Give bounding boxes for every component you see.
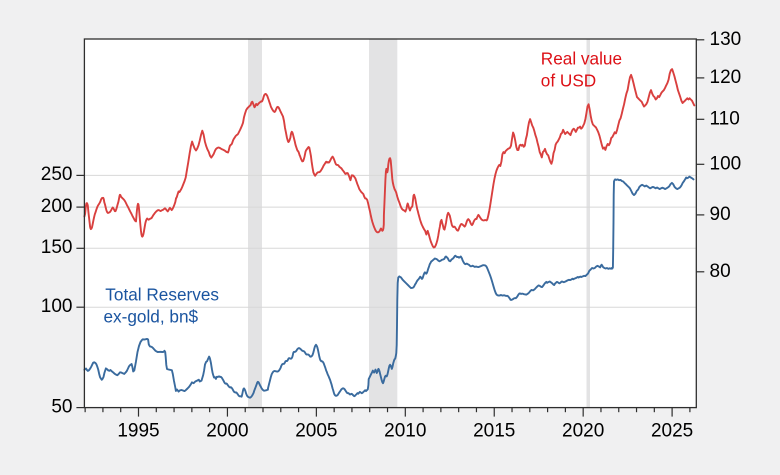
svg-text:80: 80 xyxy=(710,261,731,282)
svg-text:2015: 2015 xyxy=(473,420,515,441)
svg-text:250: 250 xyxy=(41,164,73,185)
svg-text:2005: 2005 xyxy=(295,420,337,441)
svg-text:2010: 2010 xyxy=(384,420,426,441)
svg-text:Real value: Real value xyxy=(541,48,622,68)
svg-text:110: 110 xyxy=(710,108,740,129)
svg-text:150: 150 xyxy=(41,237,73,258)
svg-text:100: 100 xyxy=(710,153,742,174)
svg-text:Total Reserves: Total Reserves xyxy=(105,285,219,305)
svg-text:2020: 2020 xyxy=(562,420,604,441)
svg-text:2000: 2000 xyxy=(206,420,248,441)
svg-text:50: 50 xyxy=(51,396,72,417)
svg-text:200: 200 xyxy=(41,196,73,217)
svg-text:100: 100 xyxy=(41,296,73,317)
svg-text:1995: 1995 xyxy=(117,420,159,441)
svg-text:90: 90 xyxy=(710,204,731,225)
svg-text:ex-gold, bn$: ex-gold, bn$ xyxy=(104,307,199,327)
svg-text:130: 130 xyxy=(710,29,742,50)
svg-text:of USD: of USD xyxy=(541,70,596,90)
svg-text:120: 120 xyxy=(710,67,742,88)
svg-text:2025: 2025 xyxy=(651,420,693,441)
